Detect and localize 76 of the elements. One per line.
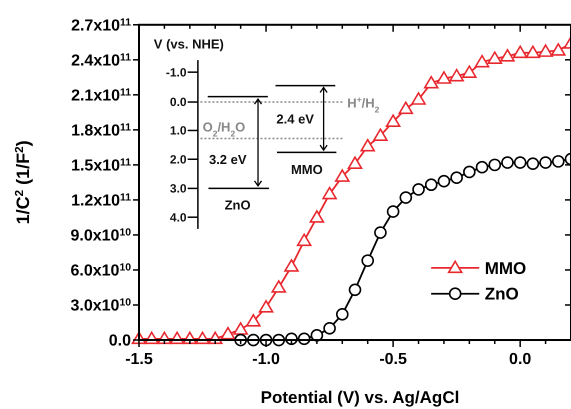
annotation: 2.4 eV: [276, 112, 314, 127]
point: [476, 160, 488, 174]
point: [271, 280, 286, 293]
point: [501, 156, 514, 169]
annotation: V (vs. NHE): [154, 36, 224, 52]
point: [487, 51, 502, 64]
point: [411, 92, 426, 105]
point: [512, 46, 528, 58]
y-tick-label: 1.5x10$^{11}$: [71, 156, 132, 174]
annotation: ZnO: [224, 197, 251, 212]
point: [400, 191, 412, 204]
y-tick-label: 1.2x10$^{11}$: [71, 192, 132, 210]
point: [552, 155, 565, 168]
annotation: 4.0: [170, 210, 187, 224]
point: [284, 259, 299, 272]
annotation: 1.0: [170, 124, 187, 138]
point: [361, 254, 374, 267]
annotation: 2.0: [170, 152, 187, 166]
x-tick-label: -1.5: [125, 351, 153, 368]
y-tick-label: 0.0: [108, 332, 132, 350]
point: [348, 156, 362, 170]
x-axis-title: Potential (V) vs. Ag/AgCl: [260, 388, 460, 407]
point: [424, 178, 438, 192]
annotation: 0.0: [170, 95, 187, 110]
point: [373, 128, 388, 141]
point: [412, 183, 425, 196]
annotation: MMO: [290, 162, 323, 178]
point: [334, 169, 350, 182]
point: [450, 171, 463, 184]
point: [310, 210, 324, 223]
point: [436, 71, 452, 84]
point: [360, 138, 376, 152]
point: [246, 314, 261, 327]
y-tick-label: 2.1x10$^{11}$: [71, 86, 132, 104]
annotation: 3.0: [170, 182, 187, 196]
point: [449, 68, 464, 82]
annotation: 3.2 eV: [208, 152, 247, 167]
point: [233, 322, 248, 335]
point: [398, 102, 414, 114]
annotation: O$_{2}$/H$_{2}$O: [202, 119, 246, 138]
point: [322, 186, 337, 200]
point: [538, 44, 553, 57]
point: [386, 114, 400, 127]
y-tick-label: 9.0x10$^{10}$: [70, 227, 132, 245]
y-tick-label: 3.0x10$^{10}$: [70, 297, 132, 315]
y-tick-label: 2.4x10$^{11}$: [71, 52, 132, 70]
y-tick-label: 2.7x10$^{11}$: [71, 16, 132, 34]
annotation: -1.0: [166, 65, 187, 80]
point: [526, 46, 540, 58]
point: [386, 205, 400, 218]
point: [323, 322, 336, 335]
point: [462, 65, 477, 78]
x-tick-label: 0.0: [509, 351, 532, 368]
point: [500, 49, 515, 62]
point: [296, 233, 312, 246]
legend-label: MMO: [484, 258, 526, 278]
point: [474, 54, 490, 68]
point: [438, 174, 450, 188]
annotation: H$^{+}$/H$_{2}$: [347, 94, 380, 114]
point: [514, 156, 526, 169]
legend-label: ZnO: [484, 284, 519, 304]
point: [258, 300, 274, 313]
point: [336, 308, 349, 321]
point: [374, 226, 387, 239]
y-tick-label: 1.8x10$^{11}$: [71, 122, 132, 140]
point: [539, 156, 552, 169]
point: [424, 76, 439, 88]
point: [550, 43, 566, 56]
y-tick-label: 6.0x10$^{10}$: [70, 262, 132, 280]
point: [348, 284, 362, 296]
x-tick-label: -0.5: [379, 351, 407, 368]
point: [526, 157, 540, 170]
point: [463, 166, 476, 178]
point: [220, 326, 236, 340]
point: [488, 158, 502, 172]
x-tick-label: -1.0: [252, 351, 280, 368]
